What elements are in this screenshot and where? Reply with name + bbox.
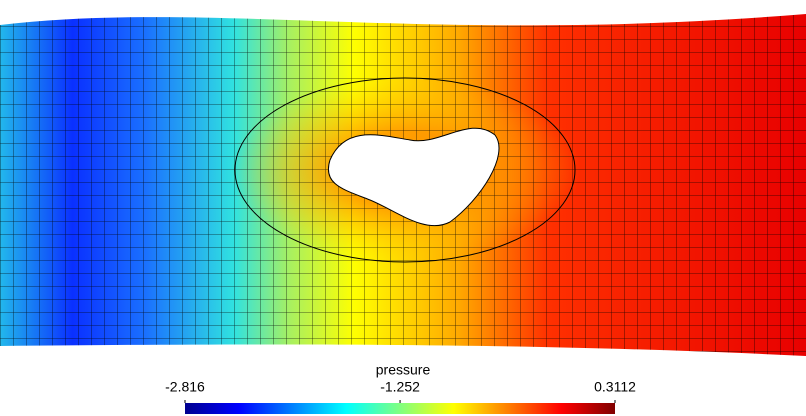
colorbar-label: pressure bbox=[376, 362, 431, 378]
colorbar-tick-label: -1.252 bbox=[380, 379, 420, 395]
hole bbox=[327, 127, 500, 227]
colorbar-tick-label: 0.3112 bbox=[594, 379, 636, 395]
colorbar-tick-label: -2.816 bbox=[165, 379, 205, 395]
field bbox=[0, 14, 806, 356]
colorbar bbox=[185, 403, 615, 414]
